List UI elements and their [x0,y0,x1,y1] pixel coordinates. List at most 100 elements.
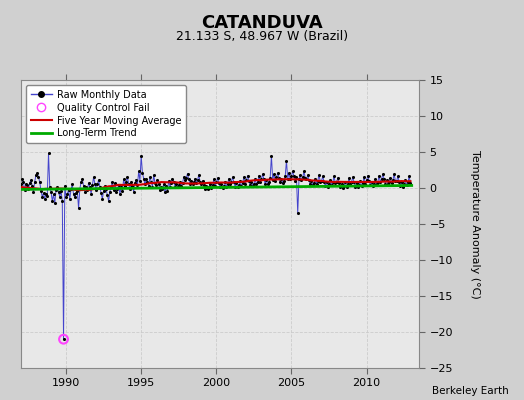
Point [182,175,190,181]
Point [148,183,157,190]
Point [188,181,196,188]
Point [354,184,362,190]
Point [56,194,64,200]
Point [287,172,296,179]
Point [18,176,26,182]
Point [389,177,397,183]
Point [261,180,269,187]
Text: 21.133 S, 48.967 W (Brazil): 21.133 S, 48.967 W (Brazil) [176,30,348,43]
Point [54,189,63,196]
Point [85,183,94,190]
Point [193,177,202,183]
Point [87,190,95,197]
Point [96,183,104,190]
Point [400,181,408,188]
Point [121,183,129,189]
Point [228,174,237,180]
Point [171,183,179,190]
Point [66,196,74,202]
Point [276,179,285,186]
Point [279,180,287,186]
Point [127,179,135,186]
Point [135,168,143,175]
Point [68,181,77,188]
Point [112,188,121,195]
Point [325,181,333,188]
Point [303,172,312,178]
Point [235,182,243,188]
Point [289,168,297,175]
Point [90,174,98,180]
Point [197,181,205,188]
Point [351,183,359,190]
Point [264,181,272,188]
Point [223,180,232,187]
Point [211,183,219,189]
Point [251,176,259,182]
Point [81,188,89,195]
Point [92,187,100,193]
Point [256,179,264,186]
Point [254,178,262,185]
Y-axis label: Temperature Anomaly (°C): Temperature Anomaly (°C) [470,150,480,298]
Point [30,178,39,185]
Point [83,187,92,193]
Text: CATANDUVA: CATANDUVA [201,14,323,32]
Point [244,172,252,179]
Point [113,186,122,192]
Point [377,176,386,182]
Point [110,187,118,193]
Point [233,184,242,190]
Point [324,183,332,190]
Point [390,171,398,178]
Point [47,188,55,195]
Point [352,180,361,186]
Point [207,185,215,191]
Point [361,180,369,187]
Point [153,177,161,183]
Point [203,186,212,193]
Point [221,178,230,185]
Point [174,182,183,188]
Point [84,180,93,186]
Point [119,176,128,182]
Point [302,176,311,182]
Point [332,179,341,186]
Point [320,178,328,185]
Point [158,186,167,192]
Point [344,180,352,187]
Point [309,182,317,188]
Point [168,176,177,182]
Point [310,180,318,186]
Point [331,180,340,186]
Point [73,188,82,194]
Point [280,178,288,184]
Point [69,191,78,198]
Point [192,180,201,186]
Point [316,178,324,185]
Point [384,181,392,188]
Point [102,186,111,193]
Point [206,180,214,187]
Point [260,176,268,182]
Point [386,175,395,181]
Point [257,176,266,182]
Point [236,178,244,184]
Point [163,188,172,194]
Point [52,187,60,193]
Point [231,183,239,190]
Point [123,174,132,180]
Point [200,182,208,188]
Point [117,184,125,190]
Point [101,183,109,189]
Point [262,177,270,183]
Point [137,152,145,159]
Point [328,182,336,188]
Point [226,181,234,188]
Point [374,178,382,185]
Point [322,179,331,186]
Point [258,171,267,178]
Point [271,178,279,184]
Point [184,176,193,182]
Point [142,176,150,182]
